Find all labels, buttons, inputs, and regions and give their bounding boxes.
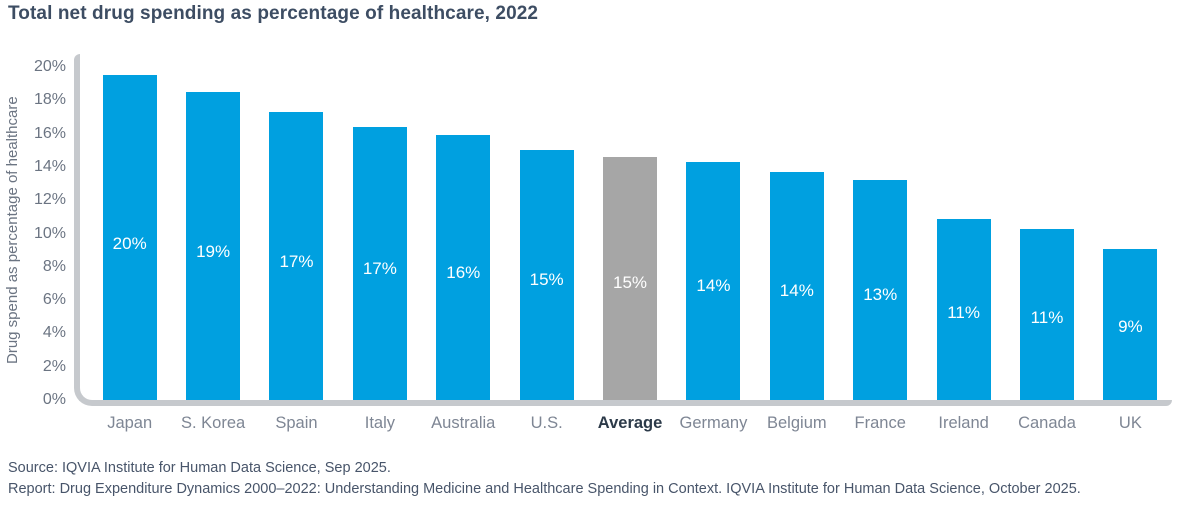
- y-tick-10: 10%: [33, 224, 66, 242]
- x-axis-labels: Japan S. Korea Spain Italy Australia U.S. Aver…: [88, 414, 1172, 433]
- y-tick-2: 2%: [42, 357, 66, 375]
- bar-value-label: 15%: [613, 273, 648, 293]
- x-label-u-s-: U.S.: [530, 414, 563, 432]
- bar-series: 20% 19% 17% 17% 16% 15% 15% 14% 14% 13% 11% 11% 9%: [88, 67, 1172, 400]
- bar-value-label: 16%: [446, 262, 481, 282]
- bar-value-label: 17%: [279, 251, 314, 271]
- bar-average: 15%: [603, 156, 658, 400]
- x-label-france: France: [854, 414, 906, 432]
- x-label-average: Average: [597, 414, 663, 432]
- bar-value-label: 17%: [362, 258, 397, 278]
- bar-italy: 17%: [352, 126, 407, 400]
- bar-canada: 11%: [1019, 228, 1074, 400]
- bar-belgium: 14%: [769, 171, 824, 400]
- bar-value-label: 15%: [529, 270, 564, 290]
- bar-value-label: 20%: [112, 234, 147, 254]
- bar-value-label: 19%: [196, 242, 231, 262]
- bar-slot-ireland: 11%: [922, 67, 1005, 400]
- bar-slot-belgium: 14%: [755, 67, 838, 400]
- bar-slot-spain: 17%: [255, 67, 338, 400]
- x-label-canada: Canada: [1018, 414, 1076, 432]
- bar-slot-france: 13%: [839, 67, 922, 400]
- bar-france: 13%: [853, 180, 908, 400]
- bar-germany: 14%: [686, 161, 741, 400]
- bar-value-label: 9%: [1118, 317, 1143, 337]
- report-line: Report: Drug Expenditure Dynamics 2000–2…: [8, 481, 1081, 497]
- bar-slot-canada: 11%: [1005, 67, 1088, 400]
- x-label-germany: Germany: [679, 414, 748, 432]
- x-label-australia: Australia: [431, 414, 496, 432]
- chart-title: Total net drug spending as percentage of…: [8, 3, 539, 24]
- bar-value-label: 14%: [696, 275, 731, 295]
- x-label-s-korea: S. Korea: [180, 414, 246, 432]
- bar-uk: 9%: [1103, 248, 1158, 400]
- bar-ireland: 11%: [936, 218, 991, 400]
- y-tick-18: 18%: [33, 91, 66, 109]
- x-label-belgium: Belgium: [767, 414, 827, 432]
- x-label-ireland: Ireland: [938, 414, 989, 432]
- source-line: Source: IQVIA Institute for Human Data S…: [8, 460, 391, 476]
- y-tick-0: 0%: [42, 391, 66, 408]
- y-tick-4: 4%: [42, 324, 66, 342]
- bar-slot-japan: 20%: [88, 67, 171, 400]
- y-tick-14: 14%: [33, 157, 66, 175]
- bar-slot-australia: 16%: [422, 67, 505, 400]
- bar-slot-uk: 9%: [1089, 67, 1172, 400]
- bar-australia: 16%: [436, 135, 491, 400]
- y-tick-16: 16%: [33, 124, 66, 142]
- source-footer: Source: IQVIA Institute for Human Data S…: [8, 458, 1178, 500]
- y-tick-20: 20%: [33, 58, 66, 75]
- axis-line: [74, 54, 1172, 406]
- bar-s-korea: 19%: [186, 91, 241, 400]
- x-label-japan: Japan: [107, 414, 153, 432]
- bar-value-label: 11%: [947, 302, 980, 322]
- bar-spain: 17%: [269, 111, 324, 400]
- bar-slot-germany: 14%: [672, 67, 755, 400]
- bar-value-label: 13%: [863, 284, 898, 304]
- y-tick-12: 12%: [33, 191, 66, 209]
- bar-value-label: 11%: [1030, 307, 1064, 327]
- x-label-uk: UK: [1118, 414, 1142, 432]
- bar-slot-s-korea: 19%: [171, 67, 254, 400]
- bar-slot-u-s-: 15%: [505, 67, 588, 400]
- bar-slot-italy: 17%: [338, 67, 421, 400]
- y-tick-6: 6%: [42, 291, 66, 309]
- x-label-spain: Spain: [275, 414, 318, 432]
- x-label-italy: Italy: [364, 414, 395, 432]
- bar-u-s-: 15%: [519, 150, 574, 400]
- bar-japan: 20%: [102, 75, 157, 400]
- y-tick-8: 8%: [42, 257, 66, 275]
- bar-slot-average: 15%: [588, 67, 671, 400]
- bar-value-label: 14%: [779, 280, 814, 300]
